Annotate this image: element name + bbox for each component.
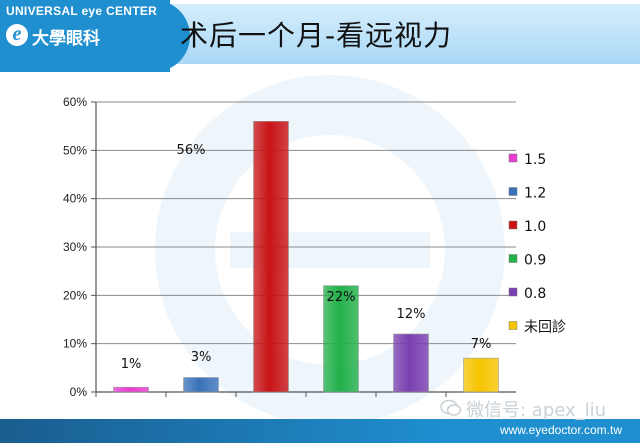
data-label: 3% [191,350,212,365]
legend-label: 未回診 [524,320,566,336]
data-label: 1% [121,357,142,372]
legend-swatch [508,287,518,297]
bar [393,333,429,393]
brand-logo-icon: e [6,24,28,46]
bar [253,121,289,393]
brand-name: 大學眼科 [32,29,100,49]
legend-swatch [508,153,518,163]
y-tick-label: 50% [63,143,87,157]
bar [113,386,149,393]
y-tick-label: 20% [63,288,87,302]
legend-swatch [508,321,518,330]
bar [463,357,499,393]
y-tick-label: 10% [63,337,87,351]
slide-title: 术后一个月-看远视力 [180,19,453,52]
footer-url: www.eyedoctor.com.tw [499,423,622,437]
legend-swatch [508,220,518,230]
brand-tagline: UNIVERSAL eye CENTER [6,4,158,18]
header-brand-panel [0,0,170,72]
y-tick-label: 30% [63,240,87,254]
y-tick-label: 60% [63,95,87,109]
y-tick-label: 0% [70,385,88,399]
data-label: 7% [471,337,492,352]
legend-label: 0.8 [524,286,546,302]
legend-label: 0.9 [524,253,546,269]
data-label: 22% [327,290,356,305]
legend-swatch [508,254,518,263]
bar [183,377,219,393]
legend-label: 1.2 [524,186,546,202]
wechat-watermark: 微信号: apex_liu [466,400,607,421]
header-title-bar [160,4,640,64]
wechat-icon [440,399,462,416]
bar [323,285,359,393]
data-label: 12% [397,307,426,322]
legend-label: 1.5 [524,152,546,168]
legend-swatch [508,187,518,196]
y-tick-label: 40% [63,192,87,206]
footer-bar: www.eyedoctor.com.tw [0,419,640,443]
legend-label: 1.0 [524,219,546,235]
data-label: 56% [177,143,206,158]
